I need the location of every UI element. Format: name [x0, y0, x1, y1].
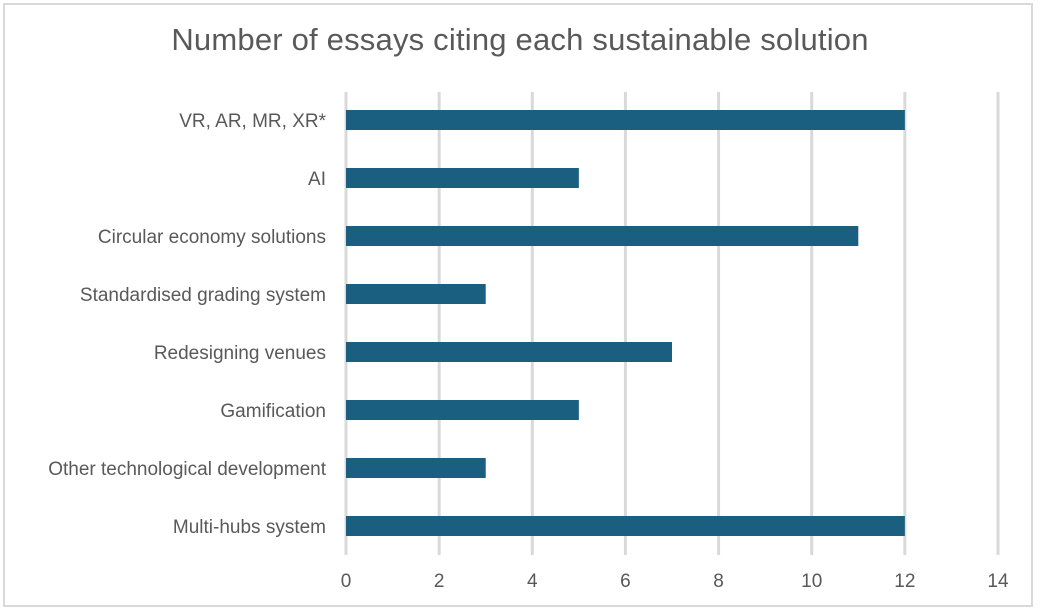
category-label-redesigning-venues: Redesigning venues [154, 343, 326, 364]
bar-other-technological-development [346, 458, 486, 478]
category-label-multi-hubs-system: Multi-hubs system [173, 517, 326, 538]
x-tick-label-12: 12 [894, 571, 915, 592]
x-tick-label-8: 8 [713, 571, 724, 592]
bar-circular-economy-solutions [346, 226, 859, 246]
bar-gamification [346, 400, 579, 420]
chart-title: Number of essays citing each sustainable… [171, 22, 869, 57]
category-label-ai: AI [308, 169, 326, 190]
grid-lines [344, 92, 1000, 555]
bar-ai [346, 168, 579, 188]
x-tick-label-14: 14 [987, 571, 1009, 592]
x-tick-label-2: 2 [434, 571, 445, 592]
category-label-vr-ar-mr-xr: VR, AR, MR, XR* [179, 111, 326, 132]
x-tick-labels: 0 2 4 6 8 10 12 14 [341, 571, 1009, 592]
category-label-gamification: Gamification [220, 401, 326, 422]
category-label-standardised-grading-system: Standardised grading system [80, 285, 326, 306]
bars [346, 110, 905, 536]
x-tick-label-0: 0 [341, 571, 352, 592]
x-tick-label-6: 6 [620, 571, 631, 592]
category-label-circular-economy-solutions: Circular economy solutions [98, 227, 326, 248]
bar-multi-hubs-system [346, 516, 905, 536]
x-tick-label-4: 4 [527, 571, 538, 592]
category-label-other-technological-development: Other technological development [48, 459, 327, 480]
bar-redesigning-venues [346, 342, 672, 362]
category-labels: VR, AR, MR, XR* AI Circular economy soluti… [48, 111, 327, 538]
bar-standardised-grading-system [346, 284, 486, 304]
x-tick-label-10: 10 [801, 571, 822, 592]
bar-vr-ar-mr-xr [346, 110, 905, 130]
chart-frame [3, 3, 1033, 607]
